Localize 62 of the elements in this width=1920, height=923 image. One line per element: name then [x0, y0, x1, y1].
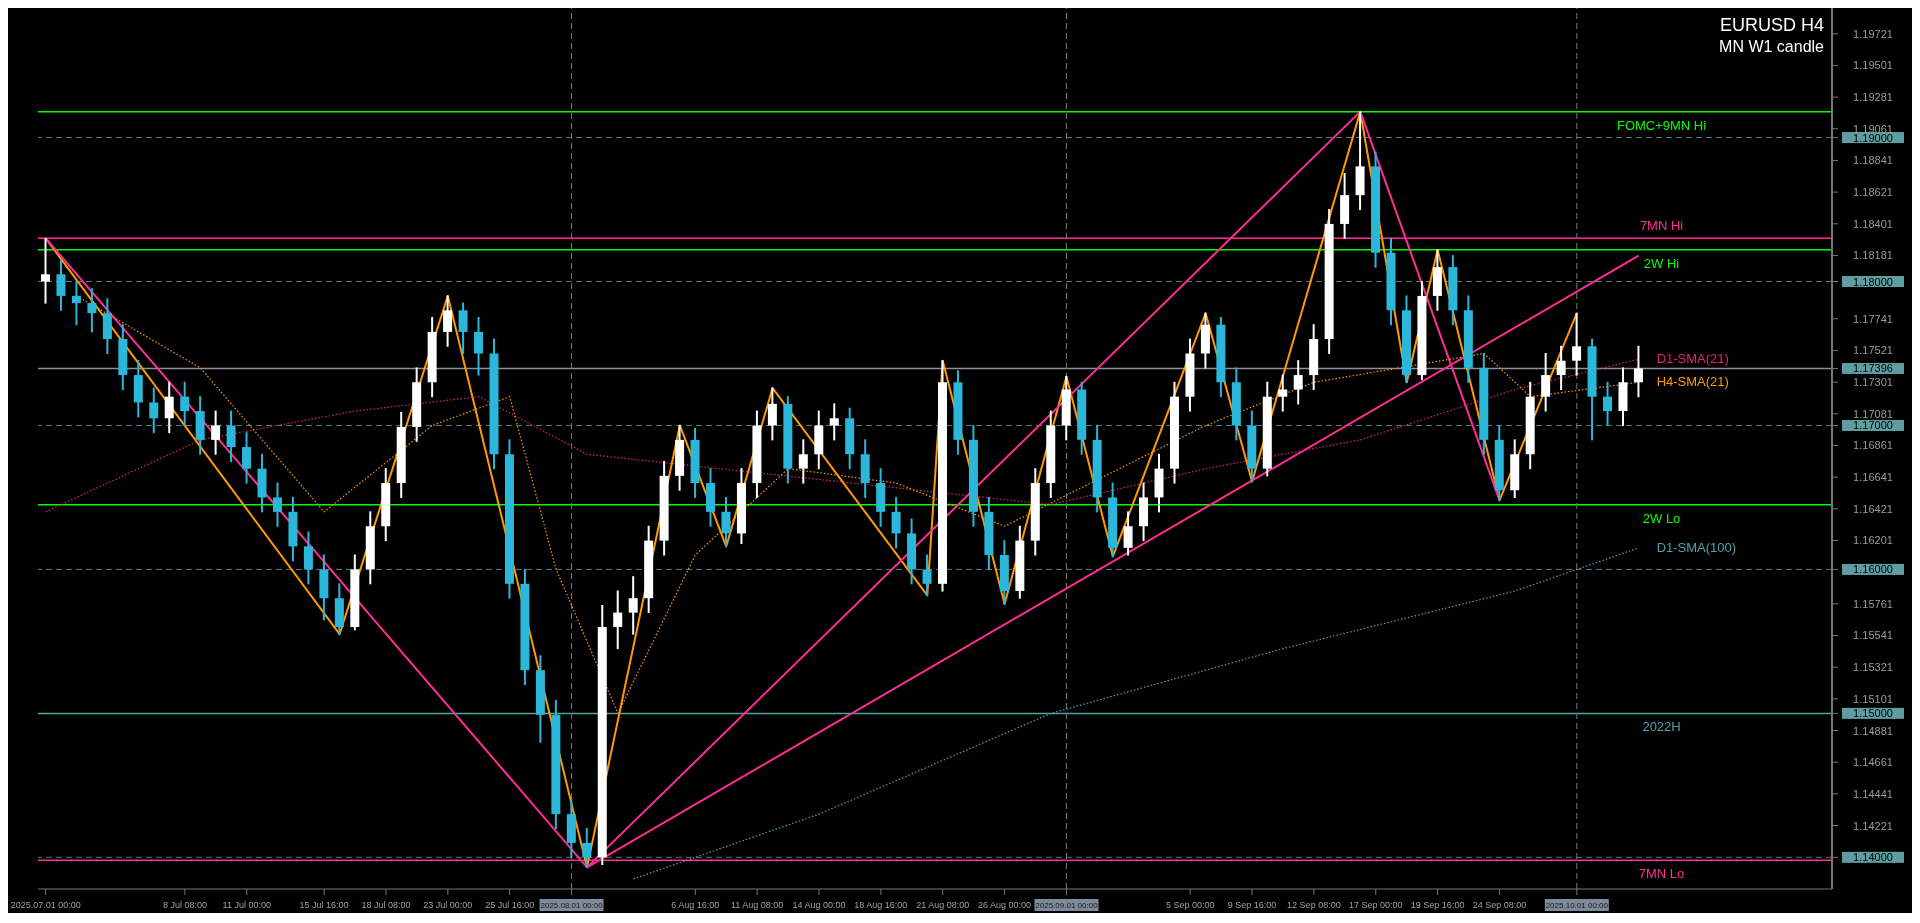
y-tick-label: 1.18621 — [1853, 186, 1893, 199]
y-tick-label: 1.14441 — [1853, 787, 1893, 800]
y-tick-label: 1.15101 — [1853, 692, 1893, 705]
x-tick-label: 2025.09.01 00:00 — [1035, 901, 1099, 910]
x-tick-label: 15 Jul 16:00 — [299, 900, 349, 910]
y-tick-label: 1.17521 — [1853, 344, 1893, 357]
y-tick-label: 1.14881 — [1853, 724, 1893, 737]
ref-line-label: 2W Hi — [1643, 255, 1680, 271]
ref-line-label: 7MN Hi — [1639, 218, 1684, 234]
y-tick-label: 1.18181 — [1853, 249, 1893, 262]
x-tick-label: 18 Jul 08:00 — [361, 900, 411, 910]
x-tick-label: 2025.08.01 00:00 — [540, 901, 604, 910]
x-tick-label: 12 Sep 08:00 — [1287, 900, 1341, 910]
series-label: D1-SMA(100) — [1656, 539, 1737, 555]
y-tick-label: 1.15000 — [1853, 707, 1893, 720]
y-tick-label: 1.14221 — [1853, 819, 1893, 832]
y-tick-label: 1.17301 — [1853, 376, 1893, 389]
x-tick-label: 21 Aug 08:00 — [916, 900, 970, 910]
x-tick-label: 2025.10.01 00:00 — [1545, 901, 1609, 910]
chart-title: EURUSD H4 — [1719, 14, 1824, 37]
y-tick-label: 1.18401 — [1853, 217, 1893, 230]
x-tick-label: 8 Jul 08:00 — [162, 900, 207, 910]
x-tick-label: 9 Sep 16:00 — [1227, 900, 1277, 910]
series-label: D1-SMA(21) — [1656, 351, 1729, 367]
y-tick-label: 1.16641 — [1853, 471, 1893, 484]
y-tick-label: 1.17081 — [1853, 407, 1893, 420]
y-tick-label: 1.15541 — [1853, 629, 1893, 642]
y-tick-label: 1.17000 — [1853, 419, 1893, 432]
x-tick-label: 2025.07.01 00:00 — [10, 900, 81, 910]
x-tick-label: 6 Aug 16:00 — [671, 900, 720, 910]
y-tick-label: 1.18000 — [1853, 275, 1893, 288]
x-tick-label: 23 Jul 00:00 — [423, 900, 473, 910]
series-label: H4-SMA(21) — [1656, 374, 1729, 390]
y-tick-label: 1.15321 — [1853, 661, 1893, 674]
x-tick-label: 5 Sep 00:00 — [1165, 900, 1215, 910]
y-tick-label: 1.19721 — [1853, 27, 1893, 40]
y-tick-label: 1.16421 — [1853, 502, 1893, 515]
x-tick-label: 26 Aug 00:00 — [978, 900, 1032, 910]
y-tick-label: 1.16861 — [1853, 439, 1893, 452]
y-tick-label: 1.17741 — [1853, 312, 1893, 325]
x-tick-label: 11 Aug 08:00 — [730, 900, 784, 910]
text: MN W1 candle — [1719, 36, 1824, 57]
y-tick-label: 1.14661 — [1853, 756, 1893, 769]
y-tick-label: 1.17396 — [1853, 362, 1893, 375]
x-tick-label: 17 Sep 00:00 — [1348, 900, 1403, 910]
y-tick-label: 1.18841 — [1853, 154, 1893, 167]
y-tick-label: 1.16201 — [1853, 534, 1893, 547]
y-tick-label: 1.14000 — [1853, 851, 1893, 864]
x-tick-label: 11 Jul 00:00 — [222, 900, 271, 910]
y-tick-label: 1.15761 — [1853, 597, 1893, 610]
x-tick-label: 18 Aug 16:00 — [854, 900, 908, 910]
x-tick-label: 19 Sep 16:00 — [1410, 900, 1465, 910]
y-tick-label: 1.19501 — [1853, 59, 1893, 72]
y-tick-label: 1.16000 — [1853, 563, 1893, 576]
ref-line-label: 2W Lo — [1642, 510, 1681, 526]
ref-line-label: 7MN Lo — [1638, 866, 1685, 882]
y-tick-label: 1.19281 — [1853, 91, 1893, 104]
x-tick-label: 24 Sep 08:00 — [1472, 900, 1527, 910]
ref-line-label: 2022H — [1642, 719, 1681, 735]
x-tick-label: 14 Aug 00:00 — [792, 900, 846, 910]
x-tick-label: 25 Jul 16:00 — [485, 900, 535, 910]
ref-line-label: FOMC+9MN Hi — [1616, 117, 1707, 133]
